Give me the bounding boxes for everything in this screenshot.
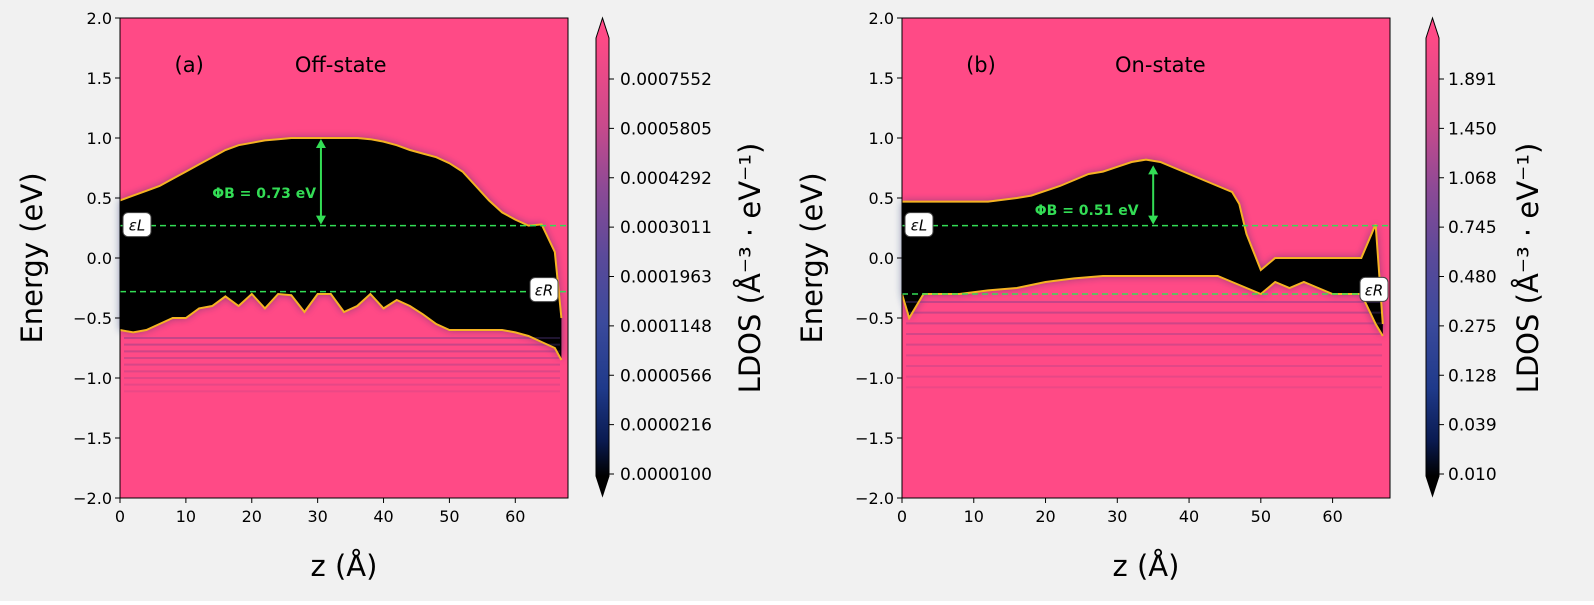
colorbar-tick-label: 0.128 <box>1448 366 1497 386</box>
x-tick-label: 20 <box>1035 507 1055 526</box>
barrier-label: ΦB = 0.51 eV <box>1035 203 1139 219</box>
barrier-arrow-head-up <box>1148 165 1159 175</box>
barrier-arrow-head-down <box>315 215 326 225</box>
colorbar-tick-label: 0.039 <box>1448 416 1497 436</box>
colorbar-tick-label: 0.0005805 <box>620 119 712 139</box>
epsilon-r-label: εR <box>1359 276 1389 302</box>
epsilon-r-box <box>529 277 559 303</box>
y-tick-label: 1.0 <box>869 129 894 148</box>
colorbar-extend-top <box>596 18 609 38</box>
y-axis-label: Energy (eV) <box>795 172 829 343</box>
x-tick-label: 10 <box>176 507 196 526</box>
colorbar-tick-label: 0.275 <box>1448 317 1497 337</box>
y-tick-label: 1.0 <box>87 129 112 148</box>
conduction-band-edge <box>902 158 1384 325</box>
colorbar-extend-bottom <box>1426 476 1439 496</box>
epsilon-l-text: εL <box>129 217 145 235</box>
colorbar-extend-top <box>1426 18 1439 38</box>
colorbar-tick-label: 0.010 <box>1448 465 1497 485</box>
colorbar-tick-label: 0.0003011 <box>620 218 712 238</box>
y-tick-label: 0.0 <box>87 249 112 268</box>
y-tick-label: −0.5 <box>73 309 112 328</box>
y-tick-label: 2.0 <box>87 9 112 28</box>
x-tick-label: 40 <box>1179 507 1199 526</box>
panel-a: ΦB = 0.73 eV εL εR (a) Off-state 0 10 20 30 40 50 6… <box>15 9 767 583</box>
x-axis-label: z (Å) <box>1113 549 1180 583</box>
colorbar-frame <box>1425 16 1440 498</box>
panel-title: Off-state <box>295 53 387 77</box>
y-tick-label: −1.5 <box>73 429 112 448</box>
y-tick-label: 1.5 <box>869 69 894 88</box>
y-tick-label: −2.0 <box>855 489 894 508</box>
epsilon-r-text: εR <box>535 282 554 300</box>
conduction-band-edge <box>119 137 563 319</box>
barrier-arrow-head-down <box>1148 215 1159 225</box>
y-tick-label: 1.5 <box>87 69 112 88</box>
panel-b: ΦB = 0.51 eV εL εR (b) On-state 0 10 20 30 40 50 60… <box>795 9 1545 583</box>
y-tick-label: −1.5 <box>855 429 894 448</box>
epsilon-r-text: εR <box>1365 281 1384 299</box>
x-tick-label: 50 <box>1251 507 1271 526</box>
colorbar-label: LDOS (Å⁻³ · eV⁻¹) <box>1511 143 1545 394</box>
colorbar-tick-label: 0.745 <box>1448 218 1497 238</box>
valence-band-edge <box>119 292 563 361</box>
colorbar-frame <box>595 16 610 498</box>
panel-label: (b) <box>966 53 996 77</box>
x-axis-label: z (Å) <box>311 549 378 583</box>
x-tick-label: 10 <box>964 507 984 526</box>
colorbar-label: LDOS (Å⁻³ · eV⁻¹) <box>733 143 767 394</box>
epsilon-l-box <box>122 212 152 238</box>
colorbar-tick-label: 0.0004292 <box>620 169 712 189</box>
colorbar-tick-label: 0.480 <box>1448 268 1497 288</box>
colorbar-tick-label: 0.0001148 <box>620 317 712 337</box>
x-tick-label: 30 <box>307 507 327 526</box>
y-tick-label: 2.0 <box>869 9 894 28</box>
epsilon-l-text: εL <box>911 217 927 235</box>
colorbar-tick-label: 0.0001963 <box>620 268 712 288</box>
epsilon-r-box <box>1359 276 1389 302</box>
barrier-arrow-head-up <box>315 139 326 148</box>
colorbar-gradient <box>596 38 609 476</box>
x-tick-label: 60 <box>505 507 525 526</box>
epsilon-r-label: εR <box>529 277 559 303</box>
colorbar-tick-label: 0.0007552 <box>620 70 712 90</box>
epsilon-l-label: εL <box>904 212 934 238</box>
colorbar: 0.0007552 0.0005805 0.0004292 0.0003011 0.00… <box>595 16 767 498</box>
colorbar-tick-label: 0.0000100 <box>620 465 712 485</box>
y-axis-label: Energy (eV) <box>15 172 49 343</box>
colorbar-extend-bottom <box>596 476 609 496</box>
colorbar-gradient <box>1426 38 1439 476</box>
x-tick-label: 60 <box>1322 507 1342 526</box>
y-tick-label: −1.0 <box>855 369 894 388</box>
epsilon-l-label: εL <box>122 212 152 238</box>
colorbar-tick-label: 0.0000566 <box>620 366 712 386</box>
colorbar-tick-label: 1.068 <box>1448 169 1497 189</box>
y-tick-label: 0.5 <box>87 189 112 208</box>
x-tick-label: 20 <box>242 507 262 526</box>
y-tick-label: −2.0 <box>73 489 112 508</box>
x-tick-label: 0 <box>115 507 125 526</box>
y-tick-label: 0.0 <box>869 249 894 268</box>
colorbar: 1.891 1.450 1.068 0.745 0.480 0.275 0.128 0.039… <box>1425 16 1545 498</box>
y-tick-label: 0.5 <box>869 189 894 208</box>
band-gap-region <box>120 138 562 360</box>
panel-label: (a) <box>175 53 204 77</box>
x-tick-label: 40 <box>373 507 393 526</box>
y-tick-label: −0.5 <box>855 309 894 328</box>
epsilon-l-box <box>904 212 934 238</box>
colorbar-tick-label: 1.450 <box>1448 119 1497 139</box>
colorbar-tick-label: 0.0000216 <box>620 416 712 436</box>
x-tick-label: 50 <box>439 507 459 526</box>
panel-title: On-state <box>1115 53 1206 77</box>
y-tick-label: −1.0 <box>73 369 112 388</box>
barrier-label: ΦB = 0.73 eV <box>212 186 316 202</box>
colorbar-tick-label: 1.891 <box>1448 70 1497 90</box>
x-tick-label: 0 <box>897 507 907 526</box>
x-tick-label: 30 <box>1107 507 1127 526</box>
